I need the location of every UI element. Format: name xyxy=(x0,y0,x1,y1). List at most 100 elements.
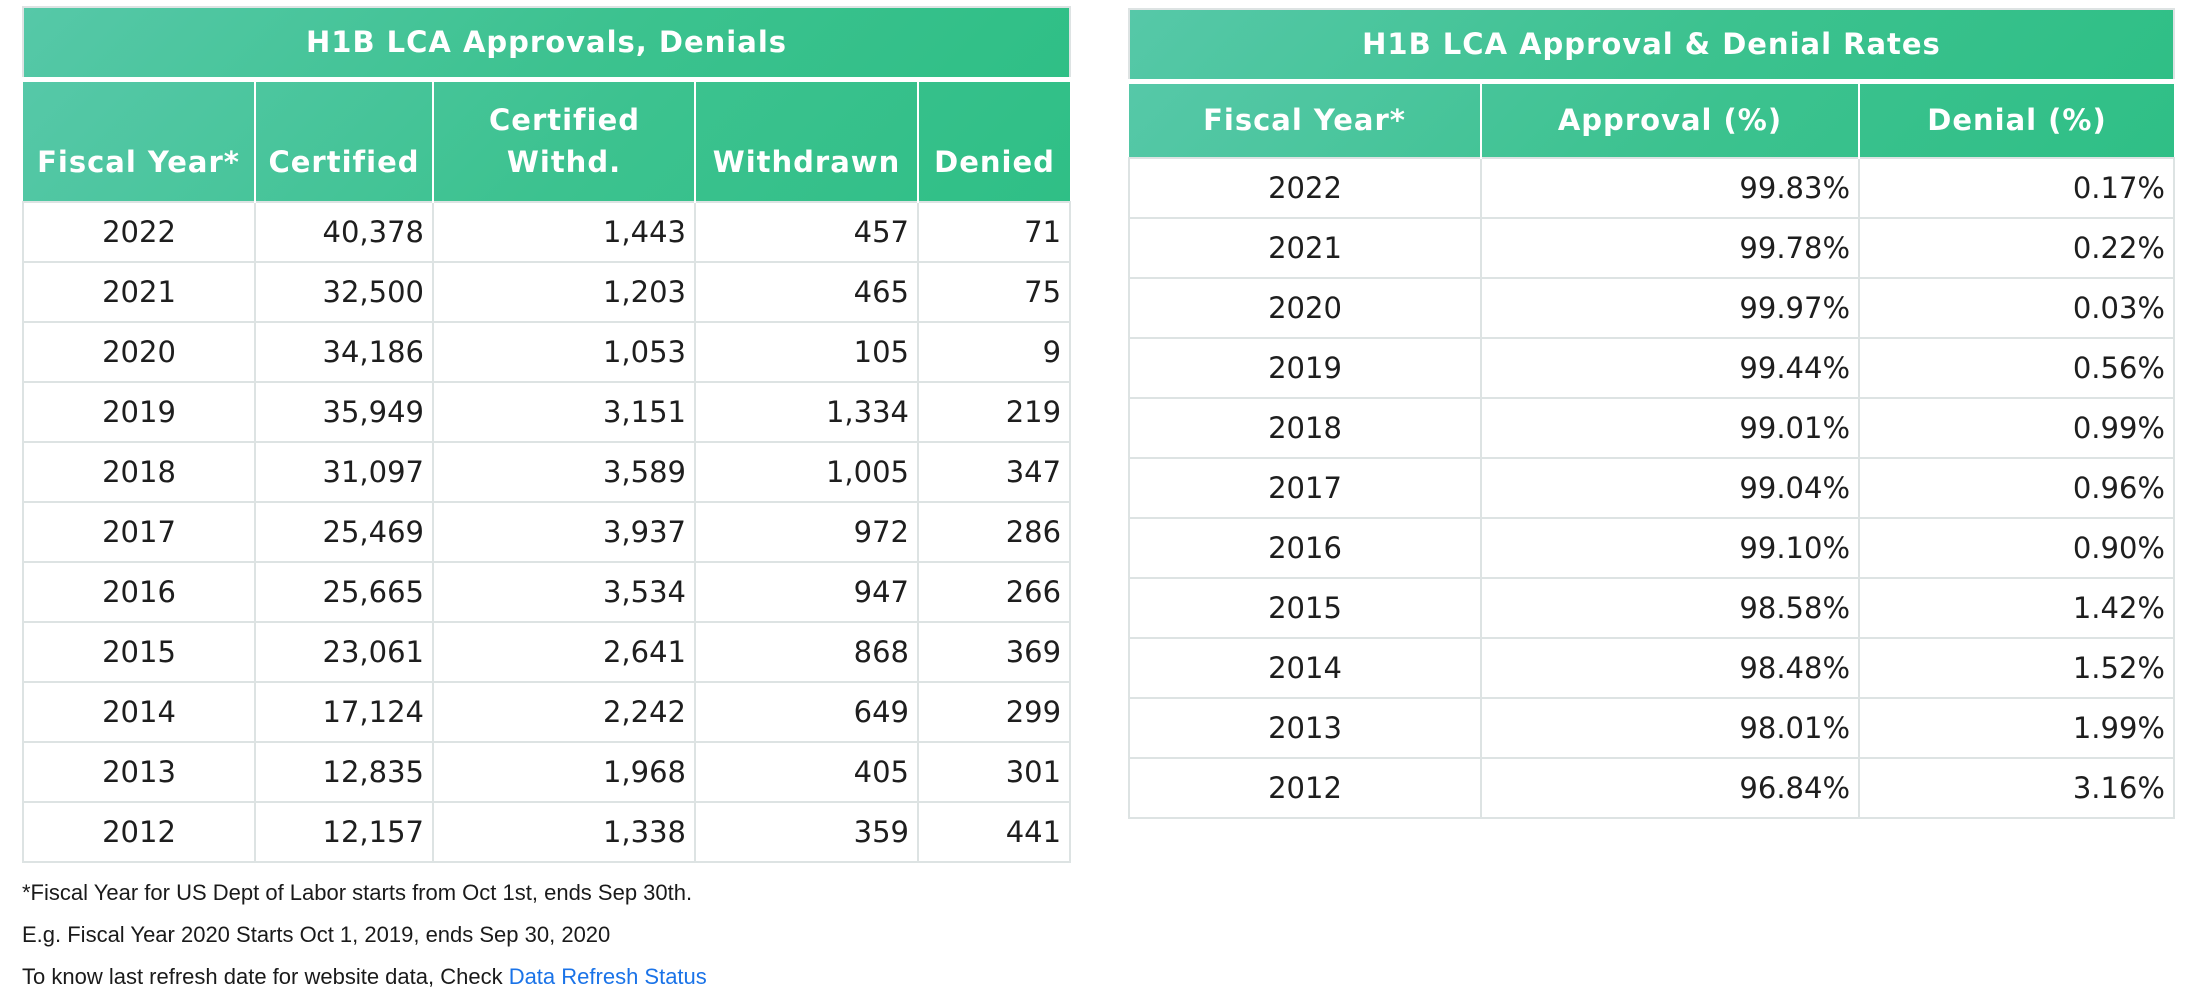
table-cell: 2018 xyxy=(1128,397,1482,459)
table-cell: 0.96% xyxy=(1858,457,2175,519)
table-cell: 96.84% xyxy=(1480,757,1860,819)
table-cell: 105 xyxy=(694,321,919,383)
table-cell: 2013 xyxy=(22,741,256,803)
table-cell: 2015 xyxy=(1128,577,1482,639)
table-cell: 465 xyxy=(694,261,919,323)
table-cell: 286 xyxy=(916,501,1072,563)
table-cell: 2020 xyxy=(22,321,256,383)
table-cell: 299 xyxy=(916,681,1072,743)
fiscal-year-note: *Fiscal Year for US Dept of Labor starts… xyxy=(22,880,693,905)
table-cell: 98.58% xyxy=(1480,577,1860,639)
table-cell: 99.97% xyxy=(1480,277,1860,339)
table-cell: 2022 xyxy=(1128,157,1482,219)
table-row: 2016 99.10% 0.90% xyxy=(1128,517,2175,579)
table-cell: 2012 xyxy=(22,801,256,863)
table-cell: 2,641 xyxy=(432,621,696,683)
table-cell: 1,005 xyxy=(694,441,919,503)
table-row: 2017 99.04% 0.96% xyxy=(1128,457,2175,519)
table-cell: 2021 xyxy=(1128,217,1482,279)
table-row: 2019 99.44% 0.56% xyxy=(1128,337,2175,399)
table-cell: 266 xyxy=(916,561,1072,623)
table-cell: 219 xyxy=(916,381,1072,443)
table-cell: 2017 xyxy=(22,501,256,563)
table-cell: 2017 xyxy=(1128,457,1482,519)
table-row: 2015 98.58% 1.42% xyxy=(1128,577,2175,639)
table-cell: 2019 xyxy=(22,381,256,443)
table-cell: 99.83% xyxy=(1480,157,1860,219)
table-cell: 99.01% xyxy=(1480,397,1860,459)
column-header-fiscal-year[interactable]: Fiscal Year* xyxy=(1129,81,1482,158)
table-cell: 99.04% xyxy=(1480,457,1860,519)
table-cell: 2,242 xyxy=(432,681,696,743)
table-cell: 34,186 xyxy=(254,321,434,383)
data-refresh-status-link[interactable]: Data Refresh Status xyxy=(508,964,707,989)
table-row: 2021 32,500 1,203 465 75 xyxy=(22,261,1072,323)
table-row: 2016 25,665 3,534 947 266 xyxy=(22,561,1072,623)
table-cell: 1,443 xyxy=(432,201,696,263)
table-row: 2015 23,061 2,641 868 369 xyxy=(22,621,1072,683)
table-cell: 2022 xyxy=(22,201,256,263)
column-header-withdrawn[interactable]: Withdrawn xyxy=(695,79,919,202)
refresh-note-text: To know last refresh date for website da… xyxy=(22,964,509,989)
table-cell: 441 xyxy=(916,801,1072,863)
table-row: 2012 96.84% 3.16% xyxy=(1128,757,2175,819)
table-cell: 405 xyxy=(694,741,919,803)
table-cell: 1.99% xyxy=(1858,697,2175,759)
table-cell: 1,338 xyxy=(432,801,696,863)
table-cell: 17,124 xyxy=(254,681,434,743)
table-cell: 31,097 xyxy=(254,441,434,503)
table-row: 2019 35,949 3,151 1,334 219 xyxy=(22,381,1072,443)
table-cell: 369 xyxy=(916,621,1072,683)
table-cell: 301 xyxy=(916,741,1072,803)
table-cell: 35,949 xyxy=(254,381,434,443)
table-cell: 2016 xyxy=(1128,517,1482,579)
table-cell: 1,053 xyxy=(432,321,696,383)
table-row: 2020 34,186 1,053 105 9 xyxy=(22,321,1072,383)
table-row: 2018 31,097 3,589 1,005 347 xyxy=(22,441,1072,503)
table-cell: 71 xyxy=(916,201,1072,263)
table-cell: 40,378 xyxy=(254,201,434,263)
table-cell: 9 xyxy=(916,321,1072,383)
table-cell: 2018 xyxy=(22,441,256,503)
table-cell: 947 xyxy=(694,561,919,623)
table-row: 2013 12,835 1,968 405 301 xyxy=(22,741,1072,803)
column-header-approval-percent[interactable]: Approval (%) xyxy=(1481,81,1860,158)
table-cell: 0.03% xyxy=(1858,277,2175,339)
table-cell: 75 xyxy=(916,261,1072,323)
table-cell: 99.10% xyxy=(1480,517,1860,579)
table-cell: 12,835 xyxy=(254,741,434,803)
table-cell: 3.16% xyxy=(1858,757,2175,819)
table-row: 2018 99.01% 0.99% xyxy=(1128,397,2175,459)
table-cell: 347 xyxy=(916,441,1072,503)
table-cell: 649 xyxy=(694,681,919,743)
table-cell: 2015 xyxy=(22,621,256,683)
column-header-certified-withdrawn-label: Certified Withd. xyxy=(489,103,641,179)
table-cell: 972 xyxy=(694,501,919,563)
table-cell: 98.48% xyxy=(1480,637,1860,699)
column-header-certified[interactable]: Certified xyxy=(255,79,434,202)
column-header-denied[interactable]: Denied xyxy=(934,145,1055,179)
table-row: 2020 99.97% 0.03% xyxy=(1128,277,2175,339)
column-header-denial-percent[interactable]: Denial (%) xyxy=(1927,103,2107,138)
table-row: 2012 12,157 1,338 359 441 xyxy=(22,801,1072,863)
approvals-table-body: 2022 40,378 1,443 457 71 2021 32,500 1,203 465 75… xyxy=(22,201,1072,863)
rates-table-title: H1B LCA Approval & Denial Rates xyxy=(1128,8,2175,84)
table-cell: 2014 xyxy=(22,681,256,743)
rates-table-body: 2022 99.83% 0.17% 2021 99.78% 0.22% 2020 99.97%… xyxy=(1128,157,2175,819)
table-cell: 0.17% xyxy=(1858,157,2175,219)
column-header-fiscal-year[interactable]: Fiscal Year* xyxy=(23,79,256,202)
table-cell: 359 xyxy=(694,801,919,863)
table-row: 2022 40,378 1,443 457 71 xyxy=(22,201,1072,263)
table-cell: 2016 xyxy=(22,561,256,623)
table-cell: 99.78% xyxy=(1480,217,1860,279)
table-cell: 1,203 xyxy=(432,261,696,323)
table-cell: 1.42% xyxy=(1858,577,2175,639)
approval-denial-rates-table: H1B LCA Approval & Denial Rates Fiscal Y… xyxy=(1128,8,2175,819)
column-header-certified-withdrawn[interactable]: Certified Withd. xyxy=(433,79,696,202)
table-cell: 1,968 xyxy=(432,741,696,803)
approvals-table-title: H1B LCA Approvals, Denials xyxy=(21,6,1072,82)
table-cell: 99.44% xyxy=(1480,337,1860,399)
table-cell: 0.22% xyxy=(1858,217,2175,279)
table-row: 2017 25,469 3,937 972 286 xyxy=(22,501,1072,563)
table-cell: 1.52% xyxy=(1858,637,2175,699)
